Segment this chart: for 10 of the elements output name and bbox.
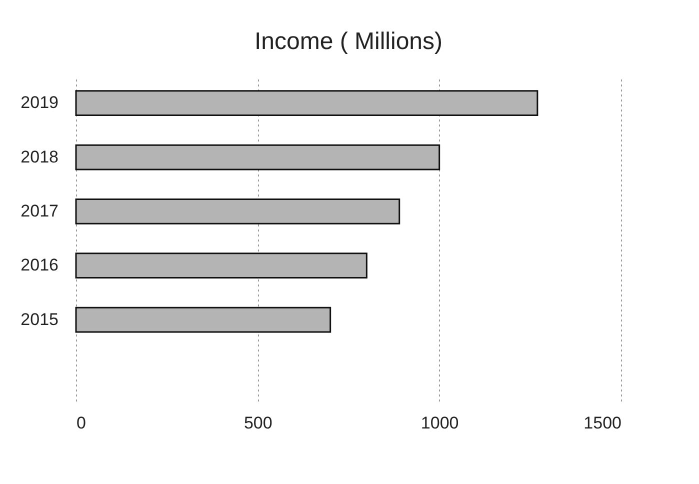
y-tick-label: 2017	[20, 201, 58, 220]
y-tick-label: 2015	[20, 310, 58, 329]
y-tick-label: 2018	[20, 147, 58, 166]
x-tick-label: 1000	[420, 414, 459, 432]
chart-title: Income ( Millions)	[254, 28, 443, 55]
x-tick-label: 1500	[584, 414, 622, 432]
x-tick-label: 0	[76, 414, 86, 432]
y-tick-label: 2019	[20, 93, 58, 112]
y-tick-label: 2016	[20, 256, 58, 275]
x-tick-label: 500	[244, 414, 272, 432]
